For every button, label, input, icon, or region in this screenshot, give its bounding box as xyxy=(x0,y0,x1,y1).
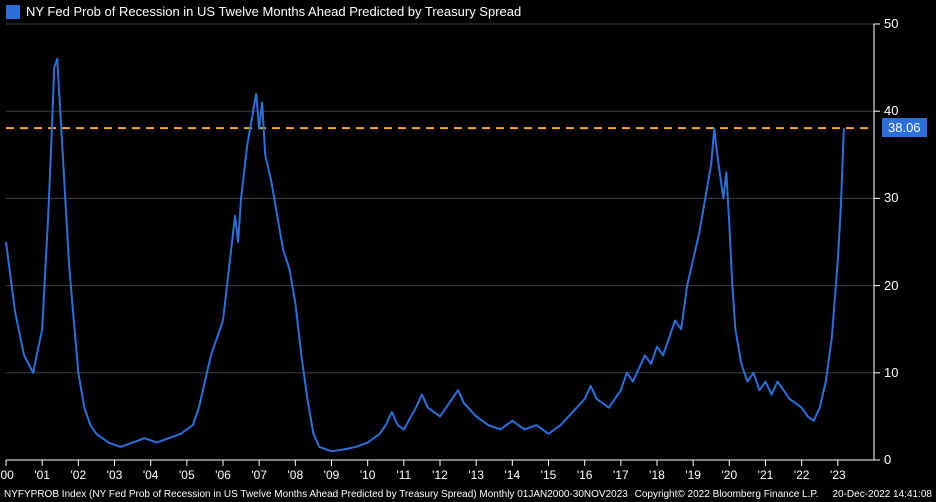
y-tick-label: 30 xyxy=(884,190,898,205)
x-tick-label: '03 xyxy=(107,468,123,482)
legend-series-label: NY Fed Prob of Recession in US Twelve Mo… xyxy=(26,4,521,19)
x-tick-label: '18 xyxy=(649,468,665,482)
x-tick-label: '08 xyxy=(288,468,304,482)
x-tick-label: '20 xyxy=(722,468,738,482)
x-tick-label: '09 xyxy=(324,468,340,482)
legend-swatch xyxy=(6,5,20,19)
y-tick-label: 0 xyxy=(884,452,891,467)
x-tick-label: '12 xyxy=(432,468,448,482)
chart-legend: NY Fed Prob of Recession in US Twelve Mo… xyxy=(6,4,521,19)
y-tick-label: 50 xyxy=(884,16,898,31)
footer-timestamp: 20-Dec-2022 14:41:08 xyxy=(832,489,932,500)
chart-container: NY Fed Prob of Recession in US Twelve Mo… xyxy=(0,0,936,502)
x-tick-label: '00 xyxy=(0,468,14,482)
x-tick-label: '06 xyxy=(215,468,231,482)
chart-plot xyxy=(0,0,936,502)
footer-source-text: NYFYPROB Index (NY Fed Prob of Recession… xyxy=(4,489,628,500)
footer-right: Copyright© 2022 Bloomberg Finance L.P. 2… xyxy=(635,489,932,500)
x-tick-label: '16 xyxy=(577,468,593,482)
x-tick-label: '04 xyxy=(143,468,159,482)
x-tick-label: '21 xyxy=(758,468,774,482)
x-tick-label: '05 xyxy=(179,468,195,482)
x-tick-label: '22 xyxy=(794,468,810,482)
x-tick-label: '15 xyxy=(541,468,557,482)
x-tick-label: '10 xyxy=(360,468,376,482)
x-tick-label: '23 xyxy=(830,468,846,482)
y-tick-label: 10 xyxy=(884,365,898,380)
x-tick-label: '11 xyxy=(396,468,411,482)
x-tick-label: '01 xyxy=(34,468,50,482)
current-value-badge: 38.06 xyxy=(882,118,927,137)
x-tick-label: '17 xyxy=(613,468,629,482)
x-tick-label: '13 xyxy=(468,468,484,482)
x-tick-label: '07 xyxy=(251,468,267,482)
x-tick-label: '14 xyxy=(505,468,521,482)
footer-copyright: Copyright© 2022 Bloomberg Finance L.P. xyxy=(635,489,819,500)
x-tick-label: '02 xyxy=(71,468,87,482)
y-tick-label: 40 xyxy=(884,103,898,118)
x-tick-label: '19 xyxy=(685,468,701,482)
y-tick-label: 20 xyxy=(884,278,898,293)
